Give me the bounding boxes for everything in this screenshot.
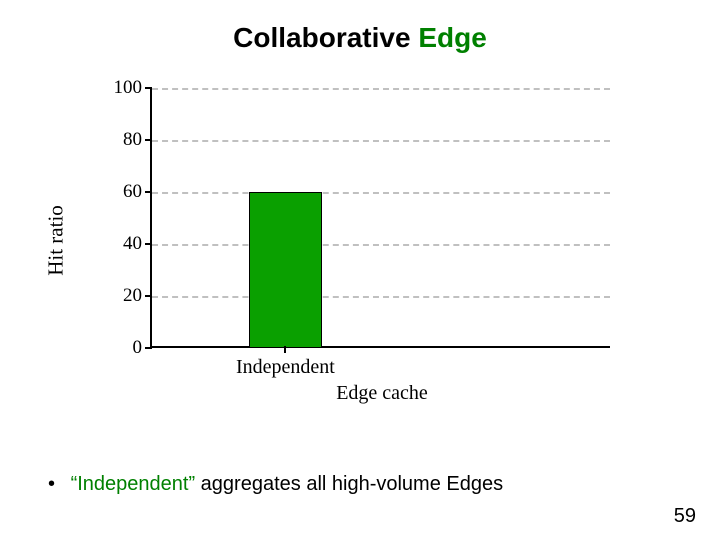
y-tick-label: 40 — [123, 233, 152, 255]
grid-line — [152, 296, 610, 298]
grid-line — [152, 192, 610, 194]
y-tick-label: 80 — [123, 129, 152, 151]
bullet-marker: • — [48, 473, 55, 496]
plot-area: 020406080100IndependentEdge cache — [150, 88, 610, 348]
x-axis-label: Edge cache — [336, 382, 428, 405]
bullet-quoted: “Independent” — [71, 473, 196, 495]
slide-title: Collaborative Edge — [0, 0, 720, 54]
y-tick-label: 0 — [133, 337, 153, 359]
bullet-point: • “Independent” aggregates all high-volu… — [48, 473, 503, 496]
x-category-label: Independent — [236, 356, 335, 379]
y-tick-label: 100 — [114, 77, 153, 99]
y-tick-label: 20 — [123, 285, 152, 307]
y-tick-label: 60 — [123, 181, 152, 203]
page-number: 59 — [674, 505, 696, 528]
grid-line — [152, 140, 610, 142]
grid-line — [152, 88, 610, 90]
bar — [249, 192, 323, 348]
title-part2: Edge — [418, 22, 486, 53]
x-tick-mark — [284, 346, 286, 353]
grid-line — [152, 244, 610, 246]
bullet-rest: aggregates all high-volume Edges — [195, 473, 503, 495]
y-axis-label: Hit ratio — [44, 205, 69, 276]
bar-chart: Hit ratio 020406080100IndependentEdge ca… — [80, 88, 620, 408]
title-part1: Collaborative — [233, 22, 418, 53]
